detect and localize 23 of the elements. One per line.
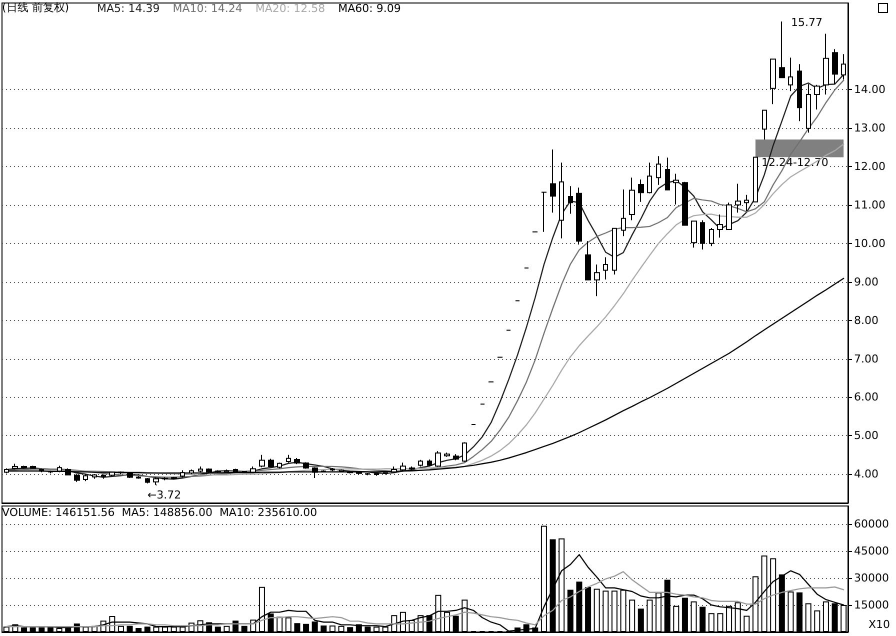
y-tick-label: 7.00 — [854, 352, 878, 366]
y-tick-label: 4.00 — [854, 468, 878, 481]
y-tick-label: 14.00 — [854, 83, 886, 96]
chart-title: VOLUME: 146151.56 MA5: 148856.00 MA10: 235610.00 — [2, 506, 318, 519]
y-tick-label: 30000 — [854, 572, 889, 584]
text: MA60: 9.09 — [338, 2, 401, 15]
y-tick-label: 5.00 — [854, 429, 878, 442]
y-tick-label: 11.00 — [854, 198, 886, 212]
y-tick-label: 13.00 — [854, 122, 886, 134]
text: MA5: 14.39 — [97, 2, 160, 15]
y-tick-label: 6.00 — [854, 390, 878, 404]
y-tick-label: 12.00 — [854, 160, 886, 173]
y-tick-label: 8.00 — [854, 314, 878, 327]
y-tick-label: 60000 — [854, 518, 889, 530]
text: MA20: 12.58 — [255, 2, 326, 15]
text: X10 — [868, 618, 890, 631]
y-tick-label: 9.00 — [854, 275, 878, 288]
text: MA10: 14.24 — [172, 2, 242, 15]
y-tick-label: 15000 — [854, 598, 889, 612]
y-tick-label: 10.00 — [854, 236, 886, 250]
annotation: 15.77 — [791, 16, 822, 29]
y-tick-label: 45000 — [854, 544, 889, 558]
annotation: ←3.72 — [147, 488, 182, 502]
